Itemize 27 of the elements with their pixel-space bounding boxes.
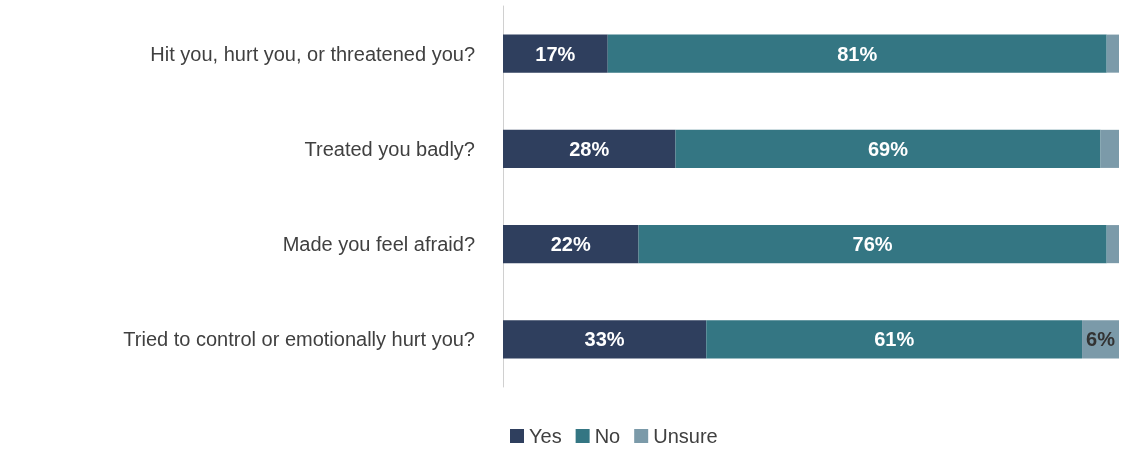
data-label: 61% [874,328,915,351]
bar [503,129,676,168]
bar [1100,129,1119,168]
legend-label: No [594,425,621,447]
bar [607,34,1107,73]
bar [706,320,1083,359]
data-label: 17% [535,42,576,65]
data-label: 33% [584,328,625,351]
legend-label: Yes [529,425,562,447]
bar [503,34,608,73]
y-tick-label: Tried to control or emotionally hurt you? [123,328,475,351]
y-tick-label: Hit you, hurt you, or threatened you? [150,42,475,65]
bar [503,225,639,264]
bar [503,320,707,359]
data-label: 6% [1086,328,1116,351]
legend-label: Unsure [653,425,718,447]
data-label: 28% [569,137,610,160]
data-label: 69% [867,137,909,160]
data-label: 22% [550,233,591,256]
bar [638,225,1107,264]
bar [1106,225,1119,264]
y-tick-label: Treated you badly? [304,137,475,160]
bar [1106,34,1119,73]
data-label: 76% [852,233,893,256]
bar [675,129,1101,168]
y-tick-label: Made you feel afraid? [282,233,475,256]
data-label: 81% [837,42,878,65]
